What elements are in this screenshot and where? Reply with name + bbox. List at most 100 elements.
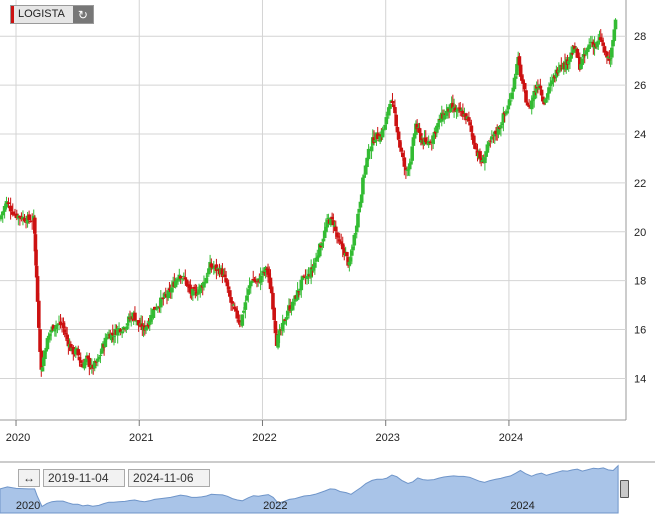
candle-body	[419, 133, 423, 143]
candle-body	[194, 291, 199, 296]
range-start-input[interactable]: 2019-11-04	[43, 469, 125, 487]
refresh-icon[interactable]: ↻	[72, 6, 93, 23]
ticker-color-marker	[11, 6, 14, 23]
candle-body	[120, 331, 124, 334]
candle	[0, 210, 5, 223]
candle-body	[534, 88, 539, 93]
candle-body	[386, 107, 391, 115]
candle-body	[573, 45, 577, 50]
candle-body	[340, 243, 345, 250]
candle-body	[245, 295, 249, 301]
candle-body	[75, 348, 79, 350]
candle	[48, 333, 52, 343]
candle	[266, 263, 270, 283]
candle-body	[262, 271, 267, 273]
candle	[282, 319, 286, 333]
candle	[39, 348, 44, 377]
candle-body	[77, 357, 82, 361]
candle	[268, 269, 273, 290]
left-right-arrow-icon[interactable]: ↔	[18, 469, 40, 487]
candle-body	[112, 336, 116, 338]
candle-body	[184, 279, 189, 286]
candle	[261, 267, 265, 282]
candle	[352, 234, 357, 249]
candle-body	[401, 152, 405, 158]
candle-body	[149, 314, 153, 322]
candle	[6, 197, 11, 209]
candle-body	[309, 267, 313, 278]
candle	[92, 358, 97, 372]
candle-body	[585, 47, 590, 53]
candle-body	[61, 322, 66, 328]
candle-body	[71, 347, 76, 355]
candle-body	[543, 99, 548, 103]
y-tick-label: 14	[634, 373, 646, 385]
candle-body	[4, 201, 9, 208]
candle-body	[311, 265, 316, 271]
candle	[566, 60, 571, 72]
candle-body	[484, 151, 488, 157]
x-tick-label: 2024	[499, 432, 523, 444]
candle	[484, 151, 488, 161]
candle	[382, 128, 386, 137]
candle-body	[485, 144, 490, 153]
candle-body	[45, 338, 50, 350]
candle	[191, 287, 195, 302]
candle-body	[167, 288, 172, 291]
candle	[455, 107, 460, 117]
candle-body	[228, 290, 232, 297]
candle-body	[532, 90, 536, 100]
candle-body	[43, 350, 47, 359]
candle-body	[109, 333, 114, 341]
candle-body	[517, 56, 522, 66]
candle-body	[432, 132, 437, 138]
candle	[442, 109, 447, 124]
candle-body	[34, 249, 38, 266]
candle	[80, 360, 84, 368]
range-end-input[interactable]: 2024-11-06	[128, 469, 210, 487]
candle	[543, 97, 548, 106]
candle	[532, 85, 536, 108]
candle-body	[391, 104, 396, 108]
x-tick-label: 2023	[375, 432, 399, 444]
candle-body	[577, 57, 582, 70]
candle	[607, 50, 612, 65]
navigator-scroll-handle[interactable]	[620, 480, 629, 498]
candle	[220, 263, 225, 284]
candle-body	[159, 297, 163, 308]
candle-body	[34, 265, 39, 278]
candle	[393, 99, 397, 116]
candle-body	[545, 93, 550, 98]
candle-body	[510, 92, 514, 99]
candle-body	[580, 58, 585, 65]
candle	[188, 279, 193, 299]
candle-body	[496, 126, 501, 135]
candle-body	[566, 61, 571, 65]
candle-body	[248, 282, 253, 287]
candle-body	[575, 48, 580, 58]
candle-body	[469, 126, 474, 132]
candle-body	[273, 321, 278, 334]
candle	[209, 258, 214, 273]
candle	[230, 300, 235, 311]
candle-body	[402, 157, 407, 167]
candle	[507, 93, 512, 107]
candle-body	[390, 100, 395, 103]
candle-body	[225, 282, 230, 287]
candle-body	[610, 47, 614, 58]
candle-body	[87, 357, 92, 367]
candle	[180, 277, 185, 284]
candle-body	[459, 109, 464, 111]
candle-body	[472, 135, 476, 144]
candle-body	[361, 177, 365, 195]
candle	[300, 276, 305, 288]
candle-body	[613, 19, 618, 30]
candle-body	[166, 290, 171, 299]
candle-body	[515, 64, 519, 75]
candle	[40, 366, 45, 372]
candle-body	[505, 111, 509, 114]
candle-body	[205, 275, 210, 277]
candle-body	[321, 239, 326, 242]
candle-body	[448, 104, 453, 113]
